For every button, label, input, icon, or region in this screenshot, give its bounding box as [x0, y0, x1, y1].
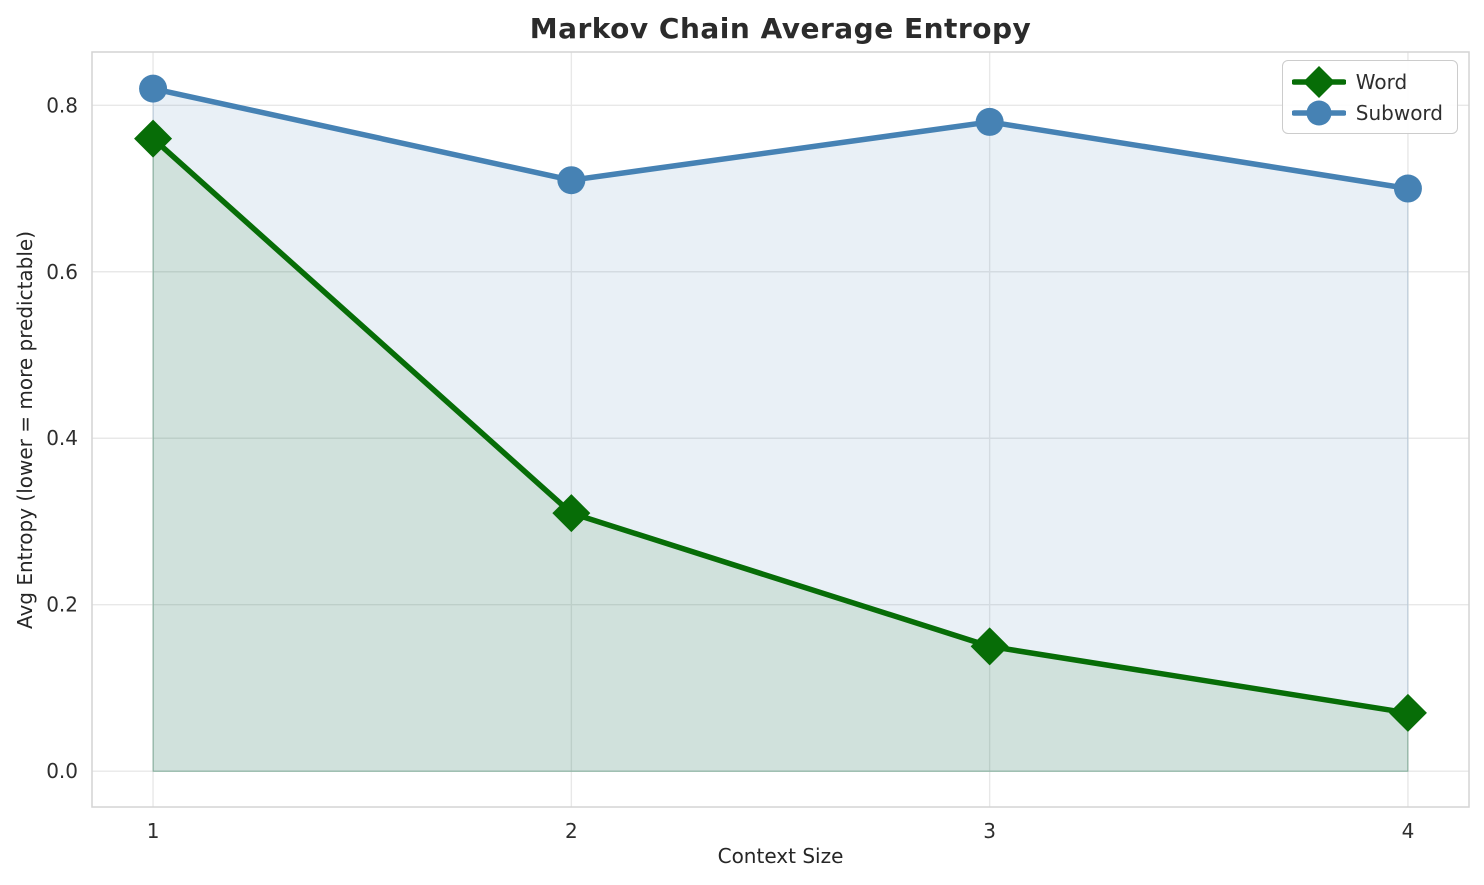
legend-item-label: Word — [1355, 69, 1408, 94]
x-tick-label: 4 — [1402, 819, 1415, 843]
tick-labels: 0.0 0.2 0.4 0.6 0.8 1 2 3 4 — [46, 93, 1414, 843]
diamond-marker — [134, 119, 173, 158]
legend: Word Subword — [1281, 60, 1458, 134]
series-line-word — [150, 135, 1411, 716]
circle-marker — [1393, 174, 1422, 203]
area-fills — [152, 88, 1409, 772]
y-tick-label: 0.0 — [46, 759, 78, 783]
series-markers-subword — [139, 74, 1422, 203]
legend-item-word: Word — [1291, 65, 1443, 98]
x-axis-label: Context Size — [717, 844, 844, 868]
x-tick-label: 1 — [147, 819, 160, 843]
series-line-subword — [150, 85, 1411, 192]
x-tick-label: 3 — [983, 819, 996, 843]
y-tick-label: 0.4 — [46, 426, 78, 450]
diamond-legend-swatch — [1291, 65, 1346, 98]
y-tick-label: 0.8 — [46, 93, 78, 117]
circle-marker — [975, 107, 1004, 136]
chart-title: Markov Chain Average Entropy — [529, 12, 1032, 45]
diamond-marker — [1388, 693, 1427, 732]
series-markers-word — [134, 119, 1427, 732]
diamond-marker — [552, 494, 591, 533]
y-axis-label: Avg Entropy (lower = more predictable) — [13, 230, 37, 630]
legend-item-label: Subword — [1355, 100, 1443, 125]
legend-item-subword: Subword — [1291, 97, 1443, 128]
circle-marker — [557, 166, 586, 195]
plot-border — [91, 51, 1470, 808]
y-tick-label: 0.6 — [46, 260, 78, 284]
circle-legend-swatch — [1291, 100, 1346, 125]
y-tick-label: 0.2 — [46, 593, 78, 617]
x-tick-label: 2 — [565, 819, 578, 843]
grid-lines — [92, 52, 1469, 807]
circle-marker — [139, 74, 168, 103]
diamond-marker — [970, 627, 1009, 666]
